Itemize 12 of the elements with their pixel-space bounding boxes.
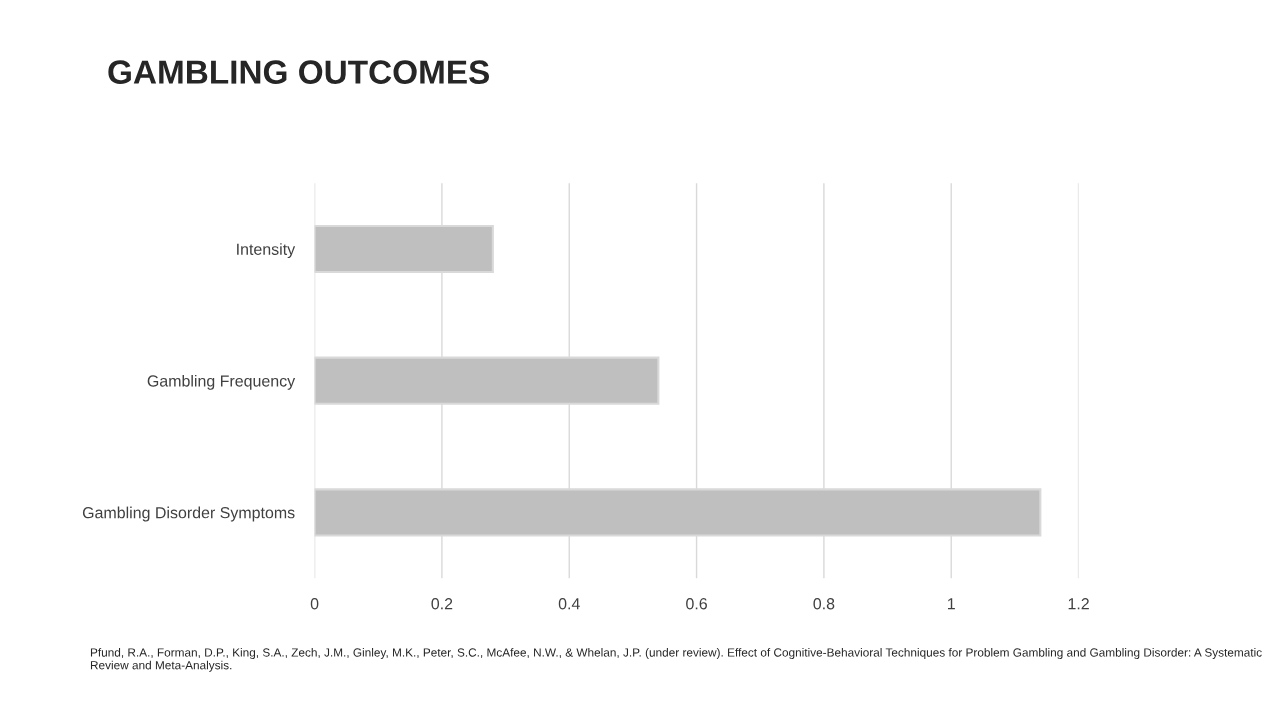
x-tick-label: 0.8 xyxy=(813,598,835,610)
y-tick-label: Intensity xyxy=(237,243,296,259)
x-tick-label: 1 xyxy=(948,598,955,610)
x-tick-label: 0.6 xyxy=(686,598,707,610)
text: Pfund, R.A., Forman, D.P., King, S.A., Zech, J.M., Ginley, M.K., Peter, S.C., McAfee, N.W., & Whelan, J.P. (under review). Effect of Cognitive-Behavioral Techniques for Problem Gambling and Gambling Disorder: A Systematic Review and Meta-Analysis. xyxy=(90,648,1262,672)
x-tick-label: 0.4 xyxy=(558,598,580,610)
x-tick-label: 1.2 xyxy=(1068,598,1089,610)
y-tick-label: Gambling Frequency xyxy=(147,374,296,390)
chart-title: GAMBLING OUTCOMES xyxy=(108,60,490,84)
x-tick-label: 0 xyxy=(310,598,319,610)
y-tick-label: Gambling Disorder Symptoms xyxy=(82,506,295,522)
x-tick-label: 0.2 xyxy=(431,598,453,610)
